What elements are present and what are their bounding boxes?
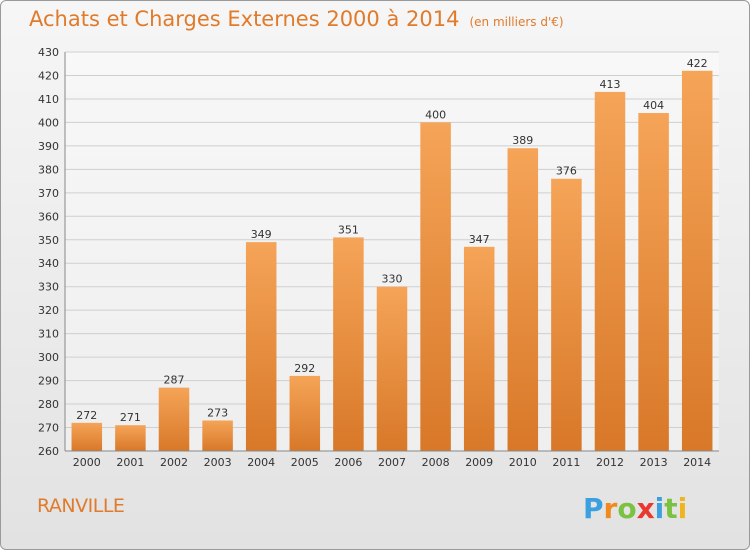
chart-title-text: Achats et Charges Externes 2000 à 2014 xyxy=(29,7,460,31)
x-tick-label: 2001 xyxy=(116,456,144,469)
y-tick-label: 320 xyxy=(38,304,59,317)
x-tick-label: 2011 xyxy=(552,456,580,469)
data-label: 413 xyxy=(600,78,621,91)
data-label: 272 xyxy=(76,409,97,422)
x-tick-label: 2009 xyxy=(465,456,493,469)
y-tick-label: 360 xyxy=(38,210,59,223)
y-tick-label: 330 xyxy=(38,281,59,294)
y-tick-label: 340 xyxy=(38,257,59,270)
y-tick-label: 300 xyxy=(38,351,59,364)
data-label: 376 xyxy=(556,165,577,178)
y-tick-label: 410 xyxy=(38,93,59,106)
axis-layer: 260 270 280 290 300 310 320 330 340 350 360 370 380 3… xyxy=(38,46,719,469)
y-tick-label: 430 xyxy=(38,46,59,59)
data-label: 347 xyxy=(469,233,490,246)
chart-title: Achats et Charges Externes 2000 à 2014 (e… xyxy=(29,7,564,31)
y-tick-label: 400 xyxy=(38,116,59,129)
x-tick-label: 2006 xyxy=(334,456,362,469)
x-tick-label: 2002 xyxy=(160,456,188,469)
data-label: 404 xyxy=(643,99,664,112)
bar xyxy=(333,237,364,451)
x-tick-label: 2007 xyxy=(378,456,406,469)
x-tick-label: 2013 xyxy=(640,456,668,469)
y-tick-label: 380 xyxy=(38,163,59,176)
label-layer: 272 271 287 273 349 292 351 330 400 347 389 376 413 4… xyxy=(76,57,707,424)
data-label: 273 xyxy=(207,406,228,419)
x-tick-label: 2003 xyxy=(204,456,232,469)
bar xyxy=(376,286,408,451)
bar xyxy=(71,422,103,451)
y-tick-label: 280 xyxy=(38,398,59,411)
y-tick-label: 310 xyxy=(38,328,59,341)
proxiti-logo[interactable]: Proxiti xyxy=(583,490,693,526)
data-label: 351 xyxy=(338,223,359,236)
x-tick-label: 2010 xyxy=(509,456,537,469)
y-tick-label: 370 xyxy=(38,187,59,200)
data-label: 400 xyxy=(425,108,446,121)
bar xyxy=(289,375,321,451)
bar xyxy=(681,70,713,451)
bar xyxy=(245,242,277,451)
y-tick-label: 350 xyxy=(38,234,59,247)
x-tick-label: 2005 xyxy=(291,456,319,469)
y-tick-label: 270 xyxy=(38,422,59,435)
data-label: 349 xyxy=(251,228,272,241)
svg-text:Proxiti: Proxiti xyxy=(583,492,687,525)
data-label: 287 xyxy=(164,374,185,387)
bar xyxy=(202,420,233,451)
chart-subtitle: (en milliers d'€) xyxy=(469,15,564,29)
bar xyxy=(551,178,582,451)
data-label: 389 xyxy=(512,134,533,147)
x-tick-label: 2004 xyxy=(247,456,275,469)
bar xyxy=(507,148,539,451)
bar xyxy=(115,425,146,451)
x-tick-label: 2014 xyxy=(683,456,711,469)
data-label: 330 xyxy=(382,273,403,286)
data-label: 271 xyxy=(120,411,141,424)
place-label: RANVILLE xyxy=(37,495,125,517)
bar xyxy=(158,387,190,451)
bar xyxy=(638,113,669,451)
y-tick-label: 260 xyxy=(38,445,59,458)
bar xyxy=(420,122,451,451)
y-tick-label: 420 xyxy=(38,69,59,82)
data-label: 422 xyxy=(687,57,708,70)
y-tick-label: 390 xyxy=(38,140,59,153)
x-tick-label: 2000 xyxy=(73,456,101,469)
bar xyxy=(594,91,626,452)
data-label: 292 xyxy=(294,362,315,375)
x-tick-label: 2012 xyxy=(596,456,624,469)
bar xyxy=(463,246,495,451)
y-tick-label: 290 xyxy=(38,375,59,388)
x-tick-label: 2008 xyxy=(422,456,450,469)
bar-layer xyxy=(71,70,713,452)
